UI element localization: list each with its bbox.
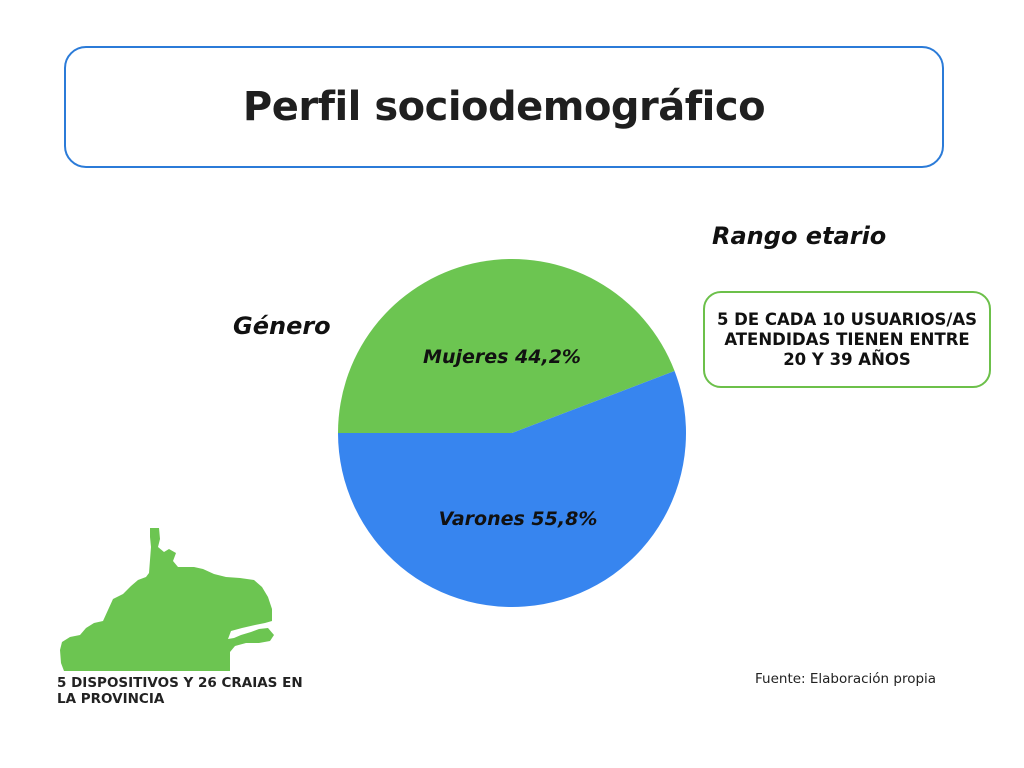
age-range-label: Rango etario <box>712 222 887 250</box>
pie-slice-mujeres <box>338 259 675 433</box>
source-note: Fuente: Elaboración propia <box>755 671 937 687</box>
province-map-icon <box>60 528 274 671</box>
age-range-text: 5 DE CADA 10 USUARIOS/AS ATENDIDAS TIENE… <box>716 309 978 369</box>
title-box: Perfil sociodemográfico <box>64 46 944 168</box>
page-title: Perfil sociodemográfico <box>242 84 766 130</box>
gender-label: Género <box>233 312 331 340</box>
gender-pie-chart: Mujeres 44,2% Varones 55,8% <box>338 259 686 607</box>
province-map-shape <box>60 528 274 671</box>
pie-slice-varones <box>338 370 686 607</box>
pie-label-varones: Varones 55,8% <box>439 508 598 530</box>
pie-label-mujeres: Mujeres 44,2% <box>423 346 581 368</box>
age-range-box: 5 DE CADA 10 USUARIOS/AS ATENDIDAS TIENE… <box>703 291 991 388</box>
map-caption: 5 DISPOSITIVOS Y 26 CRAIAS EN LA PROVINC… <box>57 675 303 707</box>
